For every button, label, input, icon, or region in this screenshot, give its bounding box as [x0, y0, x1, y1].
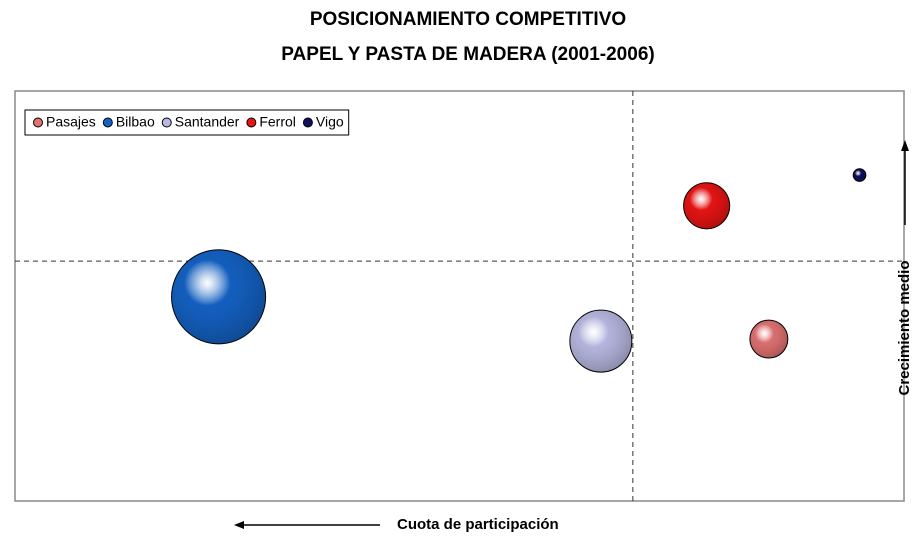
chart-title: POSICIONAMIENTO COMPETITIVO	[310, 9, 626, 30]
legend-label: Ferrol	[259, 114, 296, 130]
legend-label: Pasajes	[46, 114, 96, 130]
x-axis-label: Cuota de participación	[397, 516, 559, 533]
legend: Pasajes Bilbao Santander Ferrol Vigo	[24, 109, 350, 136]
legend-label: Vigo	[316, 114, 344, 130]
legend-marker	[33, 117, 43, 128]
y-axis-label: Crecimiento medio	[896, 260, 913, 395]
legend-marker	[246, 117, 257, 128]
x-arrow-head	[234, 521, 244, 529]
bubble	[569, 309, 633, 373]
legend-box	[24, 109, 350, 136]
chart-subtitle: PAPEL Y PASTA DE MADERA (2001-2006)	[281, 44, 654, 65]
bubble	[852, 168, 867, 182]
legend-label: Santander	[175, 114, 240, 130]
bubble	[683, 182, 731, 230]
plot-area	[14, 90, 905, 502]
legend-marker	[302, 117, 313, 128]
bubble	[171, 249, 267, 345]
legend-marker	[102, 117, 113, 128]
y-arrow-head	[901, 140, 909, 151]
bubble	[749, 319, 789, 359]
legend-marker	[161, 117, 172, 128]
legend-label: Bilbao	[116, 114, 155, 130]
